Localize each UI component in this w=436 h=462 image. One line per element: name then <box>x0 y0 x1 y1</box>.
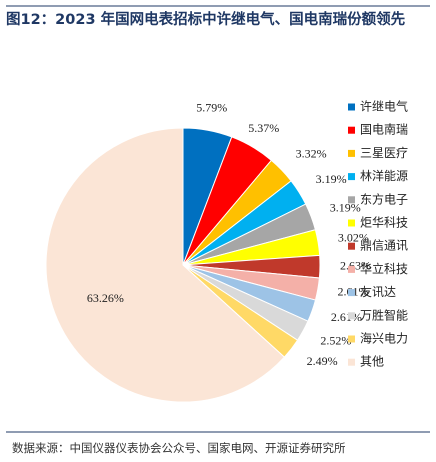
legend-swatch <box>348 126 355 134</box>
legend-label: 炬华科技 <box>360 216 408 230</box>
legend-swatch <box>348 173 355 181</box>
legend-label: 其他 <box>360 355 384 369</box>
legend-swatch <box>348 149 355 157</box>
legend-swatch <box>348 196 355 204</box>
legend-swatch <box>348 242 355 250</box>
legend-label: 鼎信通讯 <box>360 239 408 253</box>
legend-label: 林洋能源 <box>360 168 408 183</box>
legend-swatch <box>348 358 355 366</box>
legend-swatch <box>348 289 355 297</box>
data-label: 3.02% <box>338 231 369 245</box>
data-label: 3.32% <box>296 147 327 161</box>
data-label: 2.49% <box>307 354 338 368</box>
data-label: 5.37% <box>248 121 279 135</box>
title-box: 图12：2023 年国网电表招标中许继电气、国电南瑞份额领先 <box>6 12 406 28</box>
legend-label: 许继电气 <box>360 99 408 114</box>
legend-label: 海兴电力 <box>360 331 408 346</box>
legend-label: 三星医疗 <box>360 146 408 160</box>
legend-label: 国电南瑞 <box>360 122 408 137</box>
legend-label: 东方电子 <box>360 191 408 206</box>
legend-swatch <box>348 219 355 227</box>
legend-swatch <box>348 312 355 320</box>
legend-swatch <box>348 335 355 343</box>
data-label: 2.63% <box>340 259 371 273</box>
data-label: 3.19% <box>330 201 361 215</box>
pie-slice <box>45 127 286 403</box>
data-label: 2.52% <box>320 333 351 347</box>
chart-title: 图12：2023 年国网电表招标中许继电气、国电南瑞份额领先 <box>6 12 406 28</box>
data-label: 5.79% <box>196 100 227 114</box>
data-label: 2.61% <box>331 310 362 324</box>
source-note: 数据来源：中国仪器仪表协会公众号、国家电网、开源证券研究所 <box>12 441 346 455</box>
legend-label: 友讯达 <box>360 285 396 299</box>
data-label: 3.19% <box>316 172 347 186</box>
data-label: 63.26% <box>87 291 124 305</box>
legend-swatch <box>348 103 355 111</box>
legend-label: 华立科技 <box>360 261 408 276</box>
legend-swatch <box>348 265 355 273</box>
legend-label: 万胜智能 <box>360 307 408 322</box>
